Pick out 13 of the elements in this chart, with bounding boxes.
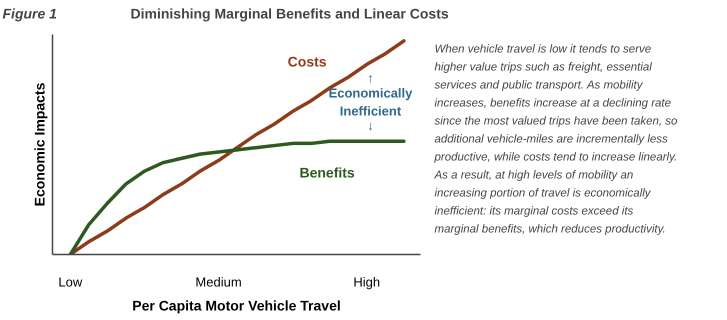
text: When vehicle travel is low it tends to serve higher value trips such as freight, essential services and public transport. As mobility increases, benefits increase at a declining rate since the most valued trips have been taken, so additional vehicle-miles are incrementally less productive, while costs tend to increase linearly. As a result, at high levels of mobility an increasing portion of travel is economically inefficient: its marginal costs exceed its marginal benefits, which reduces productivity.	[434, 43, 678, 236]
series-label: Costs	[288, 54, 327, 70]
caption: Figure 1	[2, 6, 58, 22]
x-axis-title: Per Capita Motor Vehicle Travel	[132, 298, 341, 314]
annotation: ↑	[367, 70, 374, 86]
x-tick-label: Medium	[195, 274, 242, 290]
annotation: Economically Inefficient	[328, 85, 414, 118]
annotation: ↓	[367, 118, 374, 133]
y-axis-title: Economic Impacts	[32, 82, 48, 206]
chart-title: Diminishing Marginal Benefits and Linear Costs	[130, 6, 449, 22]
x-tick-label: High	[353, 274, 380, 290]
series-label: Benefits	[299, 164, 355, 181]
x-tick-label: Low	[58, 274, 83, 290]
